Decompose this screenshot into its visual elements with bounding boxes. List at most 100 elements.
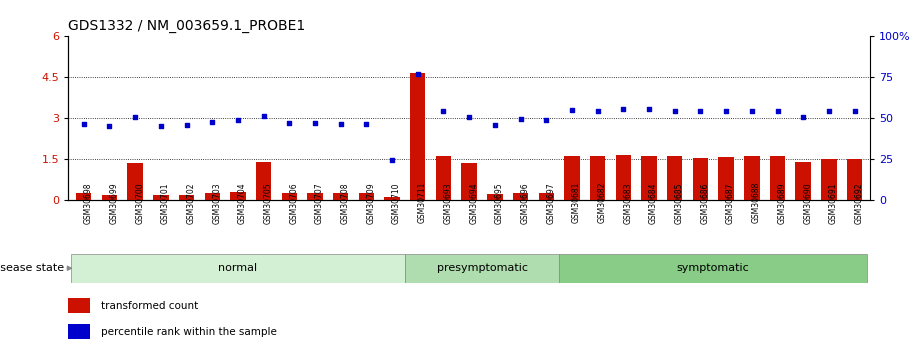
Bar — [435, 156, 451, 200]
Text: GSM30694: GSM30694 — [469, 182, 478, 224]
Bar — [102, 195, 118, 200]
Text: GSM30699: GSM30699 — [109, 182, 118, 224]
Point — [641, 107, 656, 112]
Bar — [692, 158, 708, 200]
Bar — [333, 193, 348, 200]
Text: GSM30695: GSM30695 — [495, 182, 504, 224]
Text: GSM30697: GSM30697 — [547, 182, 555, 224]
Bar — [153, 195, 169, 200]
Text: GSM30687: GSM30687 — [726, 182, 735, 224]
Point — [436, 108, 451, 114]
Text: GDS1332 / NM_003659.1_PROBE1: GDS1332 / NM_003659.1_PROBE1 — [68, 19, 305, 33]
Text: GSM30707: GSM30707 — [315, 182, 324, 224]
Point — [77, 121, 91, 126]
Point — [256, 114, 271, 119]
Text: GSM30691: GSM30691 — [829, 182, 838, 224]
Point — [487, 122, 502, 128]
Point — [205, 119, 220, 125]
Text: GSM30704: GSM30704 — [238, 182, 247, 224]
Bar — [404, 254, 559, 283]
Text: GSM30702: GSM30702 — [187, 182, 196, 224]
Point — [847, 108, 862, 113]
Bar — [770, 156, 785, 200]
Bar — [68, 324, 90, 339]
Text: percentile rank within the sample: percentile rank within the sample — [101, 327, 277, 336]
Bar — [795, 162, 811, 200]
Bar — [462, 163, 476, 200]
Point — [770, 108, 784, 113]
Bar — [281, 193, 297, 200]
Text: GSM30683: GSM30683 — [623, 182, 632, 224]
Text: GSM30686: GSM30686 — [701, 182, 710, 224]
Point — [590, 109, 605, 114]
Point — [102, 124, 117, 129]
Text: GSM30684: GSM30684 — [649, 182, 658, 224]
Text: disease state: disease state — [0, 263, 64, 273]
Point — [411, 71, 425, 77]
Text: transformed count: transformed count — [101, 301, 199, 310]
Point — [744, 108, 759, 113]
Text: GSM30709: GSM30709 — [366, 182, 375, 224]
Bar — [204, 193, 220, 200]
Text: GSM30703: GSM30703 — [212, 182, 221, 224]
Bar — [847, 159, 863, 200]
Text: GSM30688: GSM30688 — [752, 182, 761, 224]
Bar — [128, 163, 143, 200]
Bar — [256, 162, 271, 200]
Point — [462, 114, 476, 120]
Text: symptomatic: symptomatic — [677, 263, 750, 273]
Bar — [641, 156, 657, 200]
Bar — [71, 254, 404, 283]
Point — [796, 114, 811, 120]
Point — [719, 109, 733, 114]
Text: GSM30701: GSM30701 — [161, 182, 169, 224]
Text: GSM30681: GSM30681 — [572, 182, 581, 224]
Text: GSM30693: GSM30693 — [444, 182, 453, 224]
Bar — [744, 156, 760, 200]
Bar — [384, 197, 400, 200]
Point — [668, 108, 682, 113]
Text: GSM30711: GSM30711 — [418, 182, 426, 224]
Bar — [230, 192, 246, 200]
Text: GSM30706: GSM30706 — [290, 182, 298, 224]
Text: GSM30690: GSM30690 — [804, 182, 813, 224]
Bar — [76, 193, 91, 200]
Point — [565, 107, 579, 113]
Point — [179, 122, 194, 128]
Bar — [179, 195, 194, 200]
Bar — [559, 254, 867, 283]
Bar — [513, 193, 528, 200]
Point — [154, 124, 169, 129]
Text: GSM30685: GSM30685 — [675, 182, 684, 224]
Point — [822, 108, 836, 113]
Point — [513, 116, 527, 121]
Text: GSM30700: GSM30700 — [135, 182, 144, 224]
Text: GSM30689: GSM30689 — [777, 182, 786, 224]
Point — [282, 120, 297, 126]
Text: GSM30696: GSM30696 — [520, 182, 529, 224]
Point — [616, 106, 630, 111]
Bar — [410, 73, 425, 200]
Text: GSM30692: GSM30692 — [855, 182, 864, 224]
Bar — [538, 193, 554, 200]
Point — [230, 117, 245, 123]
Point — [308, 120, 322, 126]
Point — [333, 121, 348, 127]
Text: GSM30705: GSM30705 — [263, 182, 272, 224]
Text: normal: normal — [219, 263, 258, 273]
Text: GSM30710: GSM30710 — [392, 182, 401, 224]
Bar — [719, 157, 734, 200]
Bar — [564, 156, 579, 200]
Bar — [359, 193, 374, 200]
Point — [128, 114, 142, 120]
Point — [539, 117, 554, 122]
Bar — [821, 159, 836, 200]
Text: GSM30708: GSM30708 — [341, 182, 350, 224]
Point — [384, 157, 399, 163]
Bar — [667, 156, 682, 200]
Bar — [487, 194, 503, 200]
Text: GSM30698: GSM30698 — [84, 182, 93, 224]
Bar — [616, 155, 631, 200]
Bar — [307, 193, 322, 200]
Bar — [590, 156, 605, 200]
